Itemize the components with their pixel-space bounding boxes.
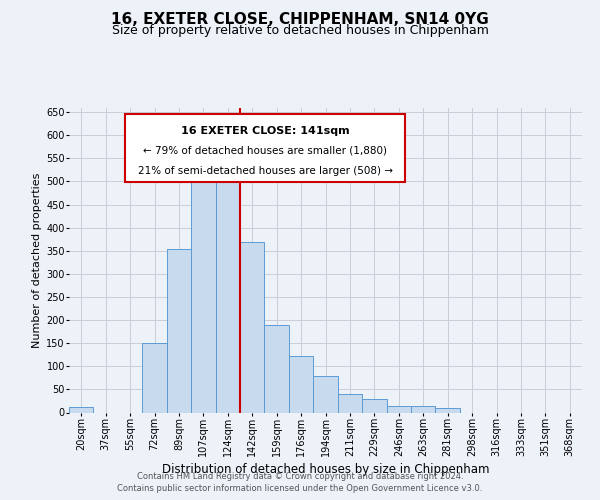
Text: ← 79% of detached houses are smaller (1,880): ← 79% of detached houses are smaller (1,… [143, 146, 387, 156]
Text: 21% of semi-detached houses are larger (508) →: 21% of semi-detached houses are larger (… [138, 166, 393, 175]
Bar [69, 407, 94, 412]
Text: Contains HM Land Registry data © Crown copyright and database right 2024.: Contains HM Land Registry data © Crown c… [137, 472, 463, 481]
Bar [215, 180, 240, 412]
Text: 16 EXETER CLOSE: 141sqm: 16 EXETER CLOSE: 141sqm [181, 126, 350, 136]
X-axis label: Distribution of detached houses by size in Chippenham: Distribution of detached houses by size … [162, 463, 489, 476]
Y-axis label: Number of detached properties: Number of detached properties [32, 172, 42, 348]
Text: Contains public sector information licensed under the Open Government Licence v3: Contains public sector information licen… [118, 484, 482, 493]
Bar [313, 376, 338, 412]
Bar [411, 406, 436, 412]
Bar [436, 408, 460, 412]
Bar [289, 356, 313, 412]
Bar [386, 406, 411, 412]
Bar [191, 168, 215, 412]
Bar [362, 398, 386, 412]
Bar [142, 343, 167, 412]
Bar [265, 324, 289, 412]
Text: 16, EXETER CLOSE, CHIPPENHAM, SN14 0YG: 16, EXETER CLOSE, CHIPPENHAM, SN14 0YG [111, 12, 489, 28]
Bar [167, 250, 191, 412]
Text: Size of property relative to detached houses in Chippenham: Size of property relative to detached ho… [112, 24, 488, 37]
Bar [240, 242, 265, 412]
Bar [338, 394, 362, 412]
FancyBboxPatch shape [125, 114, 405, 182]
